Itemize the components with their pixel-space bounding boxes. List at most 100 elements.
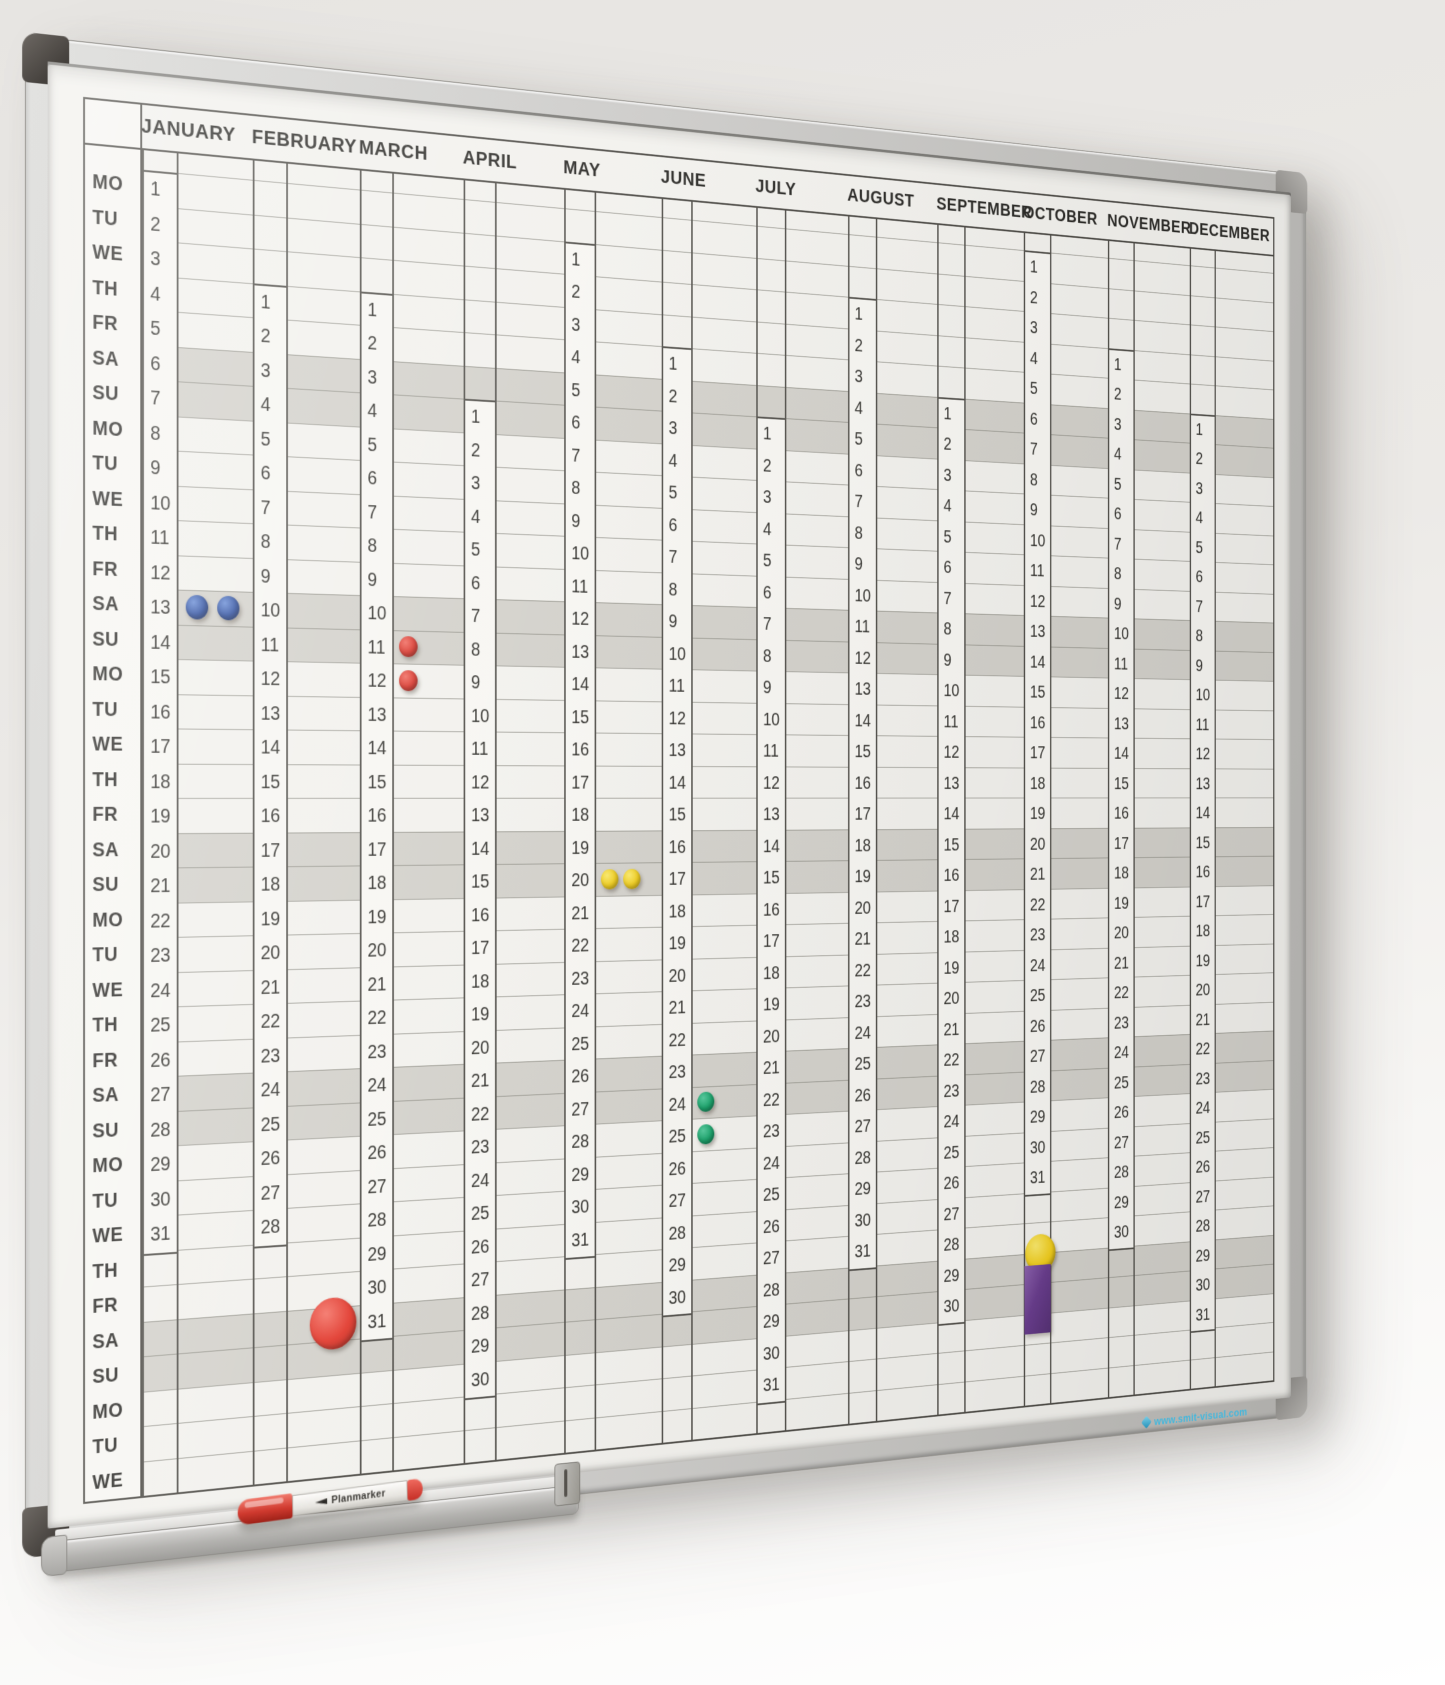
day-number: 31 — [367, 1310, 387, 1333]
row-line — [142, 1176, 1275, 1253]
day-number: 22 — [1113, 983, 1129, 1003]
day-number: 9 — [763, 677, 772, 698]
day-number: 15 — [367, 771, 387, 793]
day-number: 27 — [668, 1190, 686, 1212]
grid-right-border — [1273, 217, 1275, 1381]
day-number: 18 — [1195, 921, 1211, 941]
day-number: 3 — [367, 366, 378, 389]
day-number: 21 — [260, 976, 281, 999]
day-number: 7 — [260, 496, 271, 519]
day-number: 19 — [854, 867, 871, 887]
month-strip-may: 1 2 3 4 5 6 7 8 9 10 11 12 13 14 15 16 17 18 19 20 21 22 23 24 2… — [564, 187, 597, 1453]
day-number: 15 — [854, 742, 871, 762]
marker-pen-label: Planmarker — [331, 1487, 386, 1507]
day-number: 8 — [1113, 564, 1122, 584]
day-number: 24 — [150, 979, 171, 1002]
day-number: 26 — [854, 1085, 871, 1106]
day-number: 13 — [150, 596, 171, 619]
day-number: 20 — [943, 988, 960, 1009]
magnet-green[interactable] — [697, 1123, 715, 1145]
day-number: 11 — [854, 617, 870, 637]
day-number: 31 — [854, 1241, 871, 1262]
day-number: 17 — [471, 937, 490, 959]
marker-arrow-icon — [314, 1498, 328, 1506]
day-number: 16 — [1195, 863, 1211, 882]
day-number: 24 — [1030, 955, 1046, 976]
day-number: 1 — [260, 291, 271, 314]
row-line — [142, 553, 1275, 595]
weekday-label: SA — [92, 1329, 120, 1354]
day-number: 18 — [150, 770, 171, 793]
month-strip-november: 1 2 3 4 5 6 7 8 9 10 11 12 13 14 15 16 17 18 19 20 21 22 23 24 2… — [1107, 239, 1135, 1398]
day-number: 25 — [943, 1142, 960, 1163]
magnet-yellow[interactable] — [623, 868, 641, 889]
day-number: 30 — [1195, 1275, 1211, 1296]
day-number: 27 — [943, 1204, 960, 1225]
magnet-yellow[interactable] — [600, 868, 619, 890]
day-number: 21 — [854, 929, 871, 950]
weekday-label: SA — [92, 346, 120, 371]
day-number: 4 — [471, 506, 481, 528]
day-number: 29 — [471, 1335, 490, 1358]
day-number: 16 — [1030, 713, 1046, 733]
day-number: 2 — [1113, 384, 1122, 404]
day-number: 16 — [571, 739, 590, 761]
day-number: 8 — [260, 531, 271, 553]
day-number: 3 — [150, 248, 161, 271]
magnet-purple[interactable] — [1024, 1263, 1051, 1335]
day-number: 15 — [1113, 774, 1129, 793]
day-number: 19 — [1113, 893, 1129, 913]
month-days-july: 1 2 3 4 5 6 7 8 9 10 11 12 13 14 15 16 17 18 19 20 21 22 23 24 2… — [757, 416, 785, 1405]
day-number: 15 — [763, 868, 780, 888]
magnet-red[interactable] — [399, 669, 418, 691]
month-days-november: 1 2 3 4 5 6 7 8 9 10 11 12 13 14 15 16 17 18 19 20 21 22 23 24 2… — [1109, 347, 1134, 1251]
day-number: 25 — [367, 1108, 387, 1131]
day-number: 19 — [1030, 804, 1046, 824]
day-number: 6 — [471, 572, 481, 594]
day-number: 3 — [668, 418, 678, 439]
day-number: 9 — [367, 569, 378, 591]
day-number: 24 — [260, 1079, 281, 1102]
day-number: 15 — [150, 666, 171, 689]
day-number: 9 — [854, 554, 863, 575]
day-number: 15 — [471, 871, 490, 893]
day-number: 5 — [150, 317, 161, 341]
day-number: 15 — [1030, 682, 1046, 702]
day-number: 17 — [668, 869, 686, 890]
day-number: 28 — [1030, 1077, 1046, 1097]
day-number: 14 — [471, 838, 490, 860]
day-number: 13 — [471, 805, 490, 826]
day-number: 24 — [571, 1000, 590, 1022]
weekday-label: TU — [92, 1434, 118, 1459]
day-number: 26 — [150, 1049, 171, 1072]
day-number: 26 — [1195, 1157, 1211, 1177]
day-number: 3 — [571, 314, 581, 336]
row-line — [142, 943, 1275, 974]
day-number: 2 — [367, 332, 378, 355]
day-number: 13 — [854, 679, 871, 700]
day-number: 7 — [943, 588, 952, 609]
row-line — [142, 169, 1275, 274]
day-number: 21 — [1113, 953, 1129, 973]
month-header-june: JUNE — [660, 166, 707, 192]
day-number: 13 — [367, 704, 387, 726]
day-number: 20 — [763, 1026, 780, 1047]
magnet-blue[interactable] — [217, 595, 240, 621]
day-number: 5 — [854, 429, 863, 450]
day-number: 2 — [1030, 287, 1038, 308]
month-header-april: APRIL — [462, 146, 518, 174]
day-number: 10 — [471, 705, 490, 727]
day-number: 11 — [1030, 561, 1045, 581]
day-number: 27 — [367, 1175, 387, 1198]
day-number: 14 — [1113, 744, 1129, 764]
day-number: 22 — [763, 1089, 780, 1111]
day-number: 6 — [1113, 504, 1122, 524]
day-number: 1 — [943, 403, 952, 424]
day-number: 29 — [1030, 1107, 1046, 1128]
magnet-blue[interactable] — [185, 594, 209, 620]
day-number: 3 — [1195, 479, 1203, 498]
label-column-header-spacer — [85, 97, 140, 169]
day-number: 20 — [1113, 923, 1129, 943]
day-number: 5 — [1030, 379, 1038, 399]
day-number: 6 — [943, 557, 952, 578]
